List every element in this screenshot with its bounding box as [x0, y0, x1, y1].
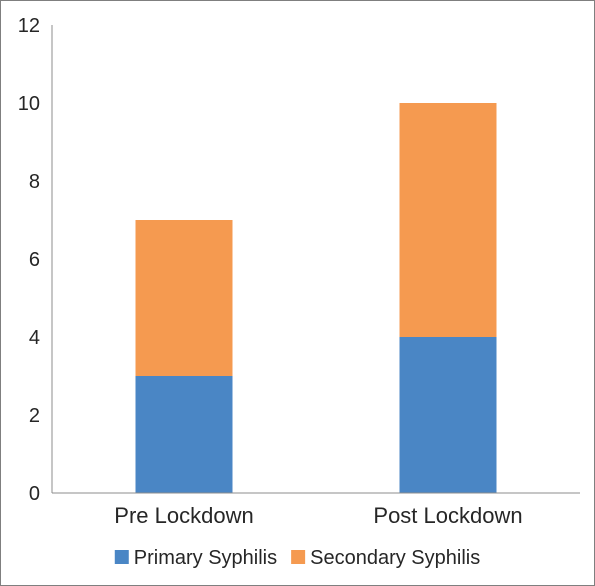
- legend: Primary Syphilis Secondary Syphilis: [114, 547, 480, 569]
- bar-pre-lockdown-secondary-syphilis: [135, 220, 233, 376]
- legend-label-secondary-syphilis: Secondary Syphilis: [310, 547, 480, 569]
- y-tick-label-0: 0: [29, 483, 40, 505]
- x-category-label-pre-lockdown: Pre Lockdown: [114, 503, 253, 528]
- legend-swatch-secondary-syphilis: [291, 550, 306, 564]
- x-category-label-post-lockdown: Post Lockdown: [373, 503, 522, 528]
- legend-swatch-primary-syphilis: [114, 550, 129, 564]
- legend-label-primary-syphilis: Primary Syphilis: [134, 547, 277, 569]
- x-category-labels: Pre Lockdown Post Lockdown: [114, 503, 522, 528]
- y-tick-label-2: 2: [29, 405, 40, 427]
- bars-layer: [135, 103, 497, 493]
- y-tick-label-6: 6: [29, 249, 40, 271]
- y-tick-label-12: 12: [18, 15, 40, 37]
- y-tick-label-4: 4: [29, 327, 40, 349]
- y-tick-labels: 0 2 4 6 8 10 12: [18, 15, 40, 505]
- y-tick-label-8: 8: [29, 171, 40, 193]
- bar-post-lockdown-secondary-syphilis: [399, 103, 497, 337]
- y-tick-label-10: 10: [18, 93, 40, 115]
- bar-post-lockdown-primary-syphilis: [399, 337, 497, 493]
- bar-pre-lockdown-primary-syphilis: [135, 376, 233, 493]
